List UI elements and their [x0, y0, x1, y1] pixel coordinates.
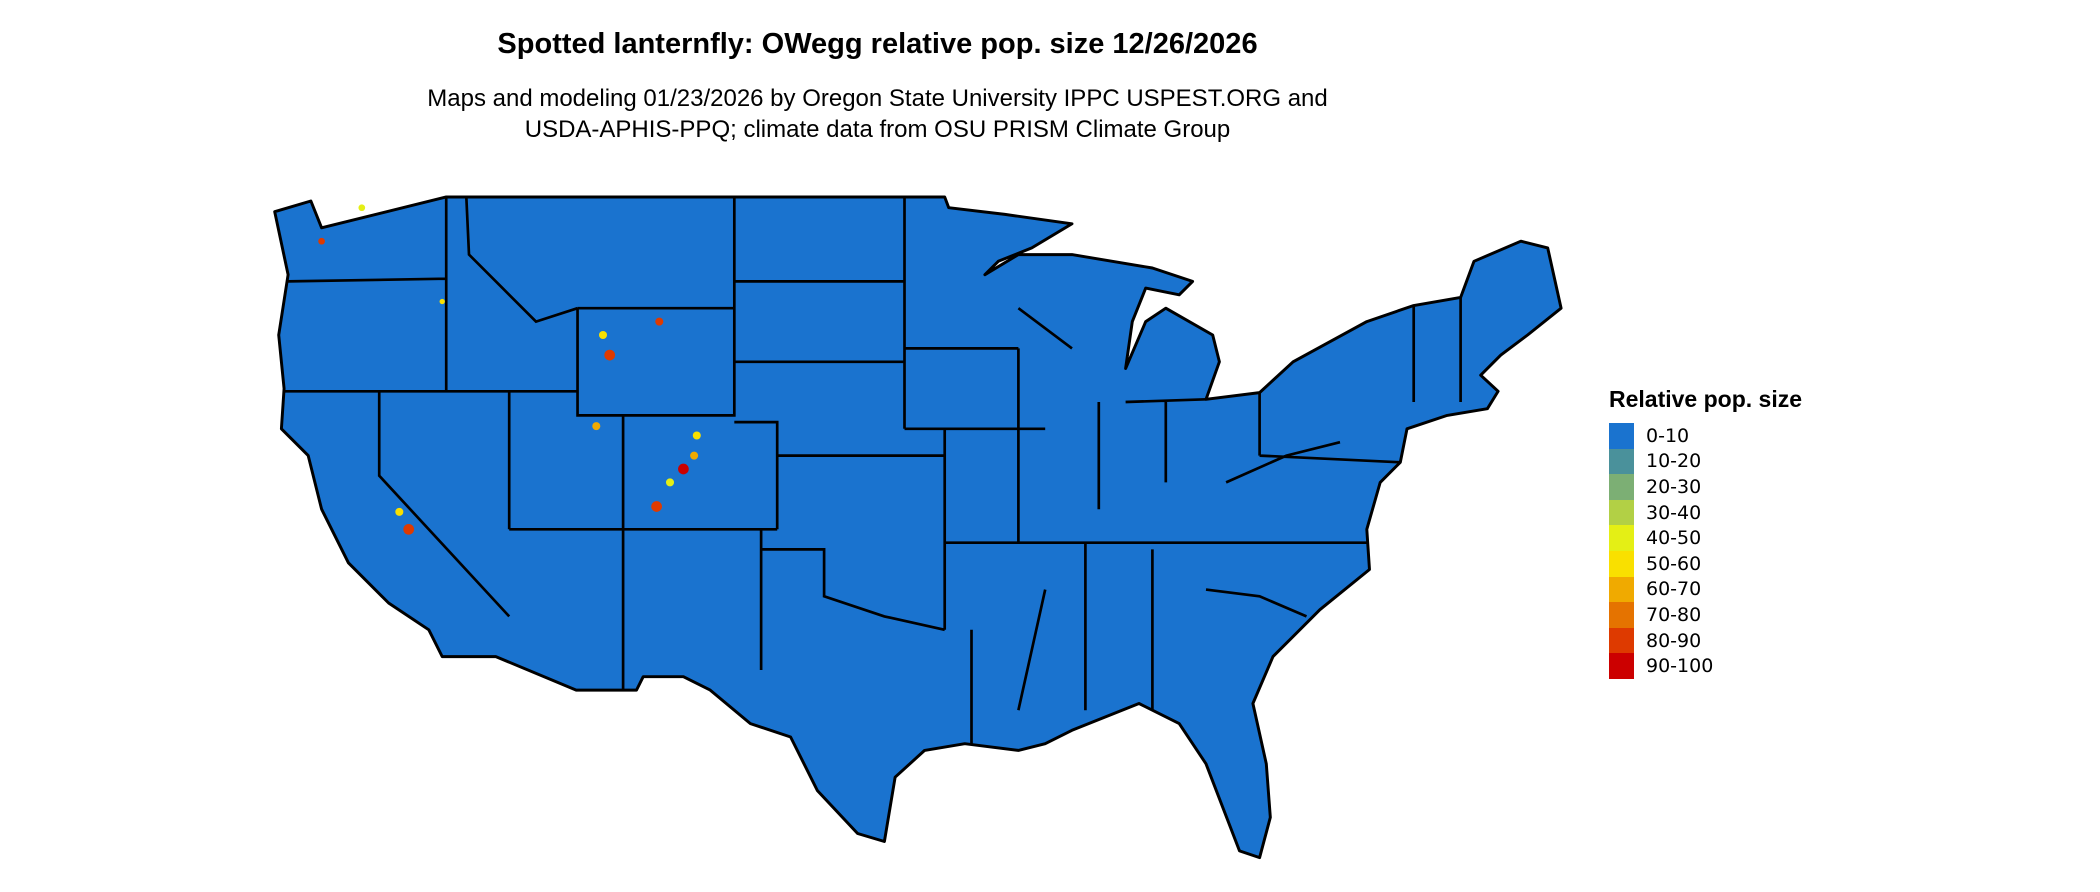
us-outline: [273, 195, 1563, 860]
legend-swatch: [1609, 525, 1634, 551]
legend-swatch: [1609, 474, 1634, 500]
map-title: Spotted lanternfly: OWegg relative pop. …: [497, 28, 1258, 60]
legend-item: 40-50: [1609, 525, 1802, 551]
legend-item: 90-100: [1609, 653, 1802, 679]
legend-label: 20-30: [1646, 475, 1702, 498]
state-borders: [284, 196, 1462, 744]
legend-item: 80-90: [1609, 627, 1802, 654]
legend-label: 30-40: [1646, 501, 1702, 524]
legend-swatch: [1609, 602, 1634, 628]
legend: Relative pop. size 0-10 10-20 20-30 30-40 40…: [1609, 386, 1802, 679]
legend-label: 60-70: [1646, 578, 1702, 601]
legend-item: 70-80: [1609, 602, 1802, 628]
legend-item: 30-40: [1609, 499, 1802, 526]
map-subtitle-line-2: USDA-APHIS-PPQ; climate data from OSU PR…: [524, 116, 1231, 143]
legend-swatch: [1609, 550, 1634, 577]
legend-swatch: [1609, 499, 1634, 526]
legend-item: 60-70: [1609, 576, 1802, 603]
legend-item: 10-20: [1609, 448, 1802, 475]
legend-item: 50-60: [1609, 550, 1802, 577]
legend-label: 80-90: [1646, 629, 1702, 652]
high-population-patches: [318, 204, 701, 535]
legend-swatch: [1609, 627, 1634, 654]
legend-item: 20-30: [1609, 474, 1802, 500]
legend-item: 0-10: [1609, 423, 1802, 449]
legend-label: 90-100: [1646, 655, 1714, 678]
legend-label: 70-80: [1646, 603, 1702, 626]
legend-swatch: [1609, 653, 1634, 679]
legend-label: 0-10: [1646, 424, 1690, 447]
legend-label: 50-60: [1646, 552, 1702, 575]
legend-label: 10-20: [1646, 450, 1702, 473]
legend-title: Relative pop. size: [1609, 386, 1803, 412]
legend-swatch: [1609, 576, 1634, 603]
legend-label: 40-50: [1646, 527, 1702, 550]
legend-swatch: [1609, 423, 1634, 449]
legend-swatch: [1609, 448, 1634, 475]
map-subtitle-line-1: Maps and modeling 01/23/2026 by Oregon S…: [427, 85, 1328, 112]
